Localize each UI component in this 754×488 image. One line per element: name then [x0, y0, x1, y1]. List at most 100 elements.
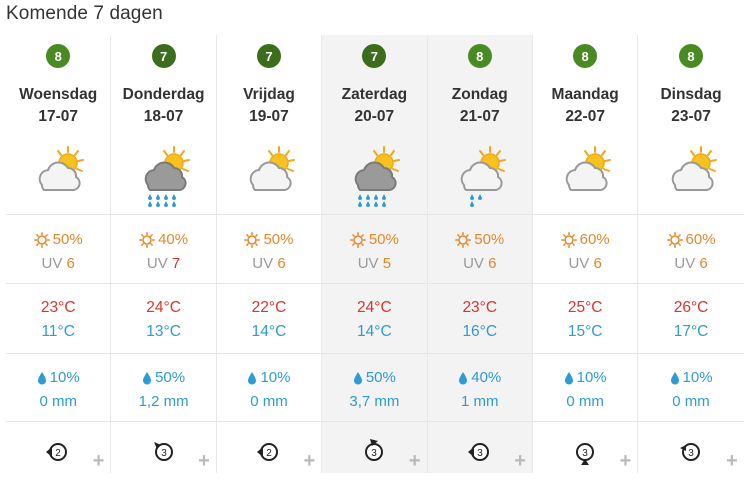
row-divider — [427, 214, 532, 215]
partly-cloudy-icon — [38, 146, 85, 191]
row-divider — [216, 353, 322, 354]
uv-label: UV — [146, 255, 168, 272]
sunshine-row: 60% — [638, 231, 743, 248]
row-divider — [322, 421, 427, 422]
sunshine-percent: 50% — [368, 231, 399, 248]
rain-amount: 0 mm — [39, 393, 77, 410]
wind-force: 3 — [477, 448, 483, 459]
temp-max: 24°C — [146, 299, 181, 316]
sunshine-row: 50% — [428, 231, 532, 248]
wind-direction-icon: 3 — [467, 443, 489, 461]
rain-amount: 0 mm — [672, 393, 710, 410]
row-divider — [532, 283, 638, 284]
row-divider — [111, 283, 216, 284]
rain-chance: 10% — [682, 369, 713, 386]
uv-value: 6 — [488, 255, 497, 272]
temp-max: 22°C — [251, 299, 287, 316]
row-divider — [638, 283, 744, 284]
temp-max: 26°C — [673, 299, 709, 316]
row-divider — [532, 421, 638, 422]
row-divider — [638, 353, 744, 354]
sun-icon — [244, 231, 261, 248]
uv-row: UV 6 — [428, 255, 532, 272]
raindrop-icon — [37, 371, 46, 384]
uv-label: UV — [357, 255, 379, 272]
row-divider — [427, 283, 532, 284]
expand-day-button[interactable]: + — [514, 450, 526, 472]
temp-min: 11°C — [41, 323, 75, 340]
rain-heavy-icon — [355, 146, 401, 207]
day-date: 17-07 — [38, 108, 79, 125]
row-divider — [532, 353, 638, 354]
row-divider — [216, 421, 322, 422]
day-date: 22-07 — [565, 108, 605, 125]
wind-force: 3 — [582, 448, 588, 459]
row-divider — [638, 214, 744, 215]
expand-day-button[interactable]: + — [726, 450, 738, 472]
rain-chance-row: 40% — [428, 369, 532, 386]
raindrop-icon — [564, 371, 573, 384]
temp-min: 16°C — [462, 323, 498, 340]
row-divider — [322, 283, 427, 284]
temp-max: 25°C — [567, 299, 603, 316]
sunshine-percent: 40% — [158, 231, 189, 248]
uv-value: 7 — [171, 255, 181, 272]
temp-min: 14°C — [357, 323, 392, 340]
expand-day-button[interactable]: + — [303, 450, 316, 472]
day-score-badge: 7 — [151, 44, 176, 68]
sunshine-row: 50% — [322, 231, 426, 248]
expand-day-button[interactable]: + — [198, 450, 210, 472]
sunshine-row: 50% — [217, 231, 321, 248]
uv-label: UV — [41, 255, 63, 272]
uv-row: UV 7 — [111, 255, 215, 272]
wind-force: 3 — [372, 448, 378, 459]
section-title: Komende 7 dagen — [6, 3, 163, 24]
day-column[interactable]: 7 Vrijdag 19-07 50% UV 6 22°C 14°C 10% 0… — [216, 35, 323, 473]
row-divider — [532, 214, 638, 215]
row-divider — [6, 283, 111, 284]
uv-label: UV — [674, 255, 696, 272]
day-column[interactable]: 7 Zaterdag 20-07 50% UV 5 24°C 14°C — [322, 35, 428, 473]
partly-cloudy-icon — [249, 146, 295, 191]
uv-label: UV — [568, 255, 590, 272]
day-name: Maandag — [551, 86, 619, 103]
row-divider — [322, 353, 427, 354]
wind-direction-icon: 3 — [576, 443, 595, 465]
day-name: Donderdag — [122, 86, 205, 103]
expand-day-button[interactable]: + — [619, 450, 632, 472]
uv-row: UV 6 — [217, 255, 321, 272]
rain-chance: 10% — [576, 369, 607, 386]
day-column[interactable]: 8 Maandag 22-07 60% UV 6 25°C 15°C 10% 0… — [532, 35, 639, 473]
rain-heavy-icon — [144, 146, 190, 207]
sunshine-percent: 60% — [685, 231, 716, 248]
expand-day-button[interactable]: + — [92, 450, 105, 472]
uv-row: UV 6 — [6, 255, 110, 272]
day-column[interactable]: 8 Dinsdag 23-07 60% UV 6 26°C 17°C 10% 0… — [638, 35, 744, 473]
day-column[interactable]: 8 Zondag 21-07 50% UV 6 23°C 16°C 40 — [427, 35, 533, 473]
sunshine-row: 50% — [6, 231, 110, 248]
rain-chance: 40% — [471, 369, 502, 386]
uv-label: UV — [252, 255, 274, 272]
day-score-badge: 8 — [679, 44, 704, 68]
sunshine-row: 60% — [533, 231, 637, 248]
wind-force: 2 — [55, 448, 61, 459]
day-column[interactable]: 7 Donderdag 18-07 40% UV 7 24°C 13°C — [111, 35, 217, 473]
rain-chance-row: 10% — [533, 369, 637, 386]
wind-direction-icon: 3 — [680, 443, 701, 461]
row-divider — [216, 283, 322, 284]
day-date: 23-07 — [671, 108, 711, 125]
row-divider — [111, 421, 216, 422]
day-score-badge: 7 — [256, 44, 281, 68]
expand-day-button[interactable]: + — [408, 450, 421, 472]
forecast-grid: 8 Woensdag 17-07 50% UV 6 23°C 11°C 10% … — [6, 35, 744, 473]
sun-icon — [139, 231, 156, 248]
rain-amount: 1,2 mm — [138, 393, 189, 410]
wind-force: 3 — [688, 448, 694, 459]
uv-value: 5 — [382, 255, 392, 272]
wind-force: 2 — [266, 448, 272, 459]
day-date: 18-07 — [143, 108, 184, 125]
day-column[interactable]: 8 Woensdag 17-07 50% UV 6 23°C 11°C 10% … — [6, 35, 112, 473]
sunshine-percent: 50% — [52, 231, 83, 248]
temp-min: 15°C — [567, 323, 603, 340]
temp-max: 23°C — [40, 299, 76, 316]
